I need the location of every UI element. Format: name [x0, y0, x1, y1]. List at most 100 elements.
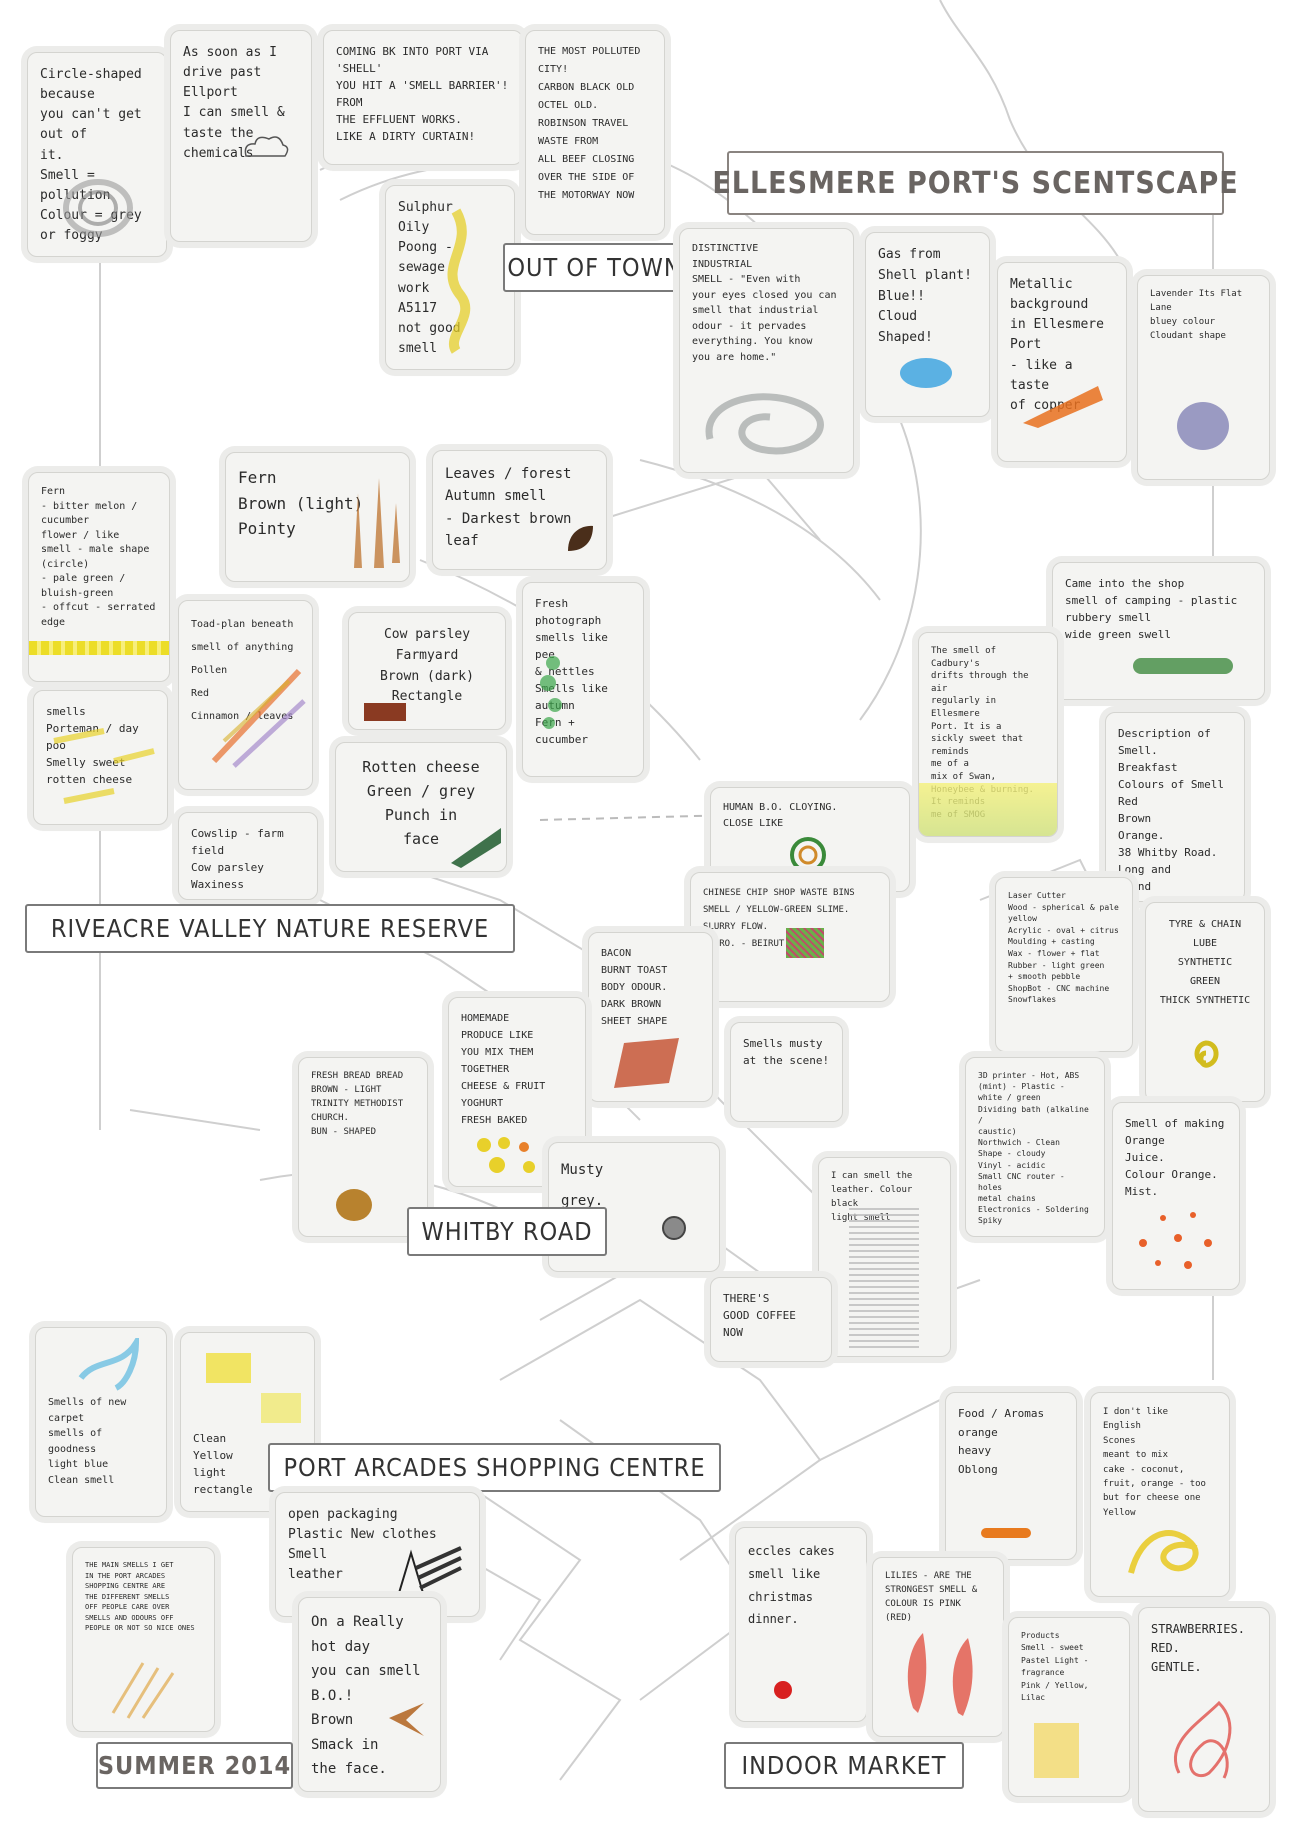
red-petals-swatch: [907, 1633, 973, 1716]
note-text: Sulphur Oily Poong - sewage work A5117 n…: [398, 200, 461, 356]
note-text: Food / Aromas orange heavy Oblong: [958, 1407, 1045, 1477]
note-text: Cowslip - farm field Cow parsley Waxines…: [191, 827, 284, 892]
note-card-scones: I don't like English Scones meant to mix…: [1090, 1392, 1230, 1597]
area-label-indoor-market: INDOOR MARKET: [724, 1742, 964, 1789]
note-card-tyre-chain: TYRE & CHAIN LUBE SYNTHETIC GREEN THICK …: [1145, 902, 1265, 1102]
brown-bun-swatch: [336, 1189, 372, 1221]
grey-swirl-sketch: [705, 393, 824, 455]
dark-green-streak-swatch: [451, 828, 501, 868]
multicolor-streaks-swatch: [211, 668, 306, 768]
note-card-smell-barrier: COMING BK INTO PORT VIA 'SHELL' YOU HIT …: [323, 30, 523, 165]
note-card-fern-cucumber: Fern - bitter melon / cucumber flower / …: [28, 472, 170, 682]
note-text: COMING BK INTO PORT VIA 'SHELL' YOU HIT …: [336, 45, 509, 144]
note-card-cow-parsley: Cow parsley Farmyard Brown (dark) Rectan…: [348, 612, 506, 730]
note-text: 3D printer - Hot, ABS (mint) - Plastic -…: [978, 1071, 1089, 1226]
note-card-clean-yellow: Clean Yellow light rectangle: [180, 1332, 315, 1512]
note-card-camping-plastic: Came into the shop smell of camping - pl…: [1052, 562, 1265, 700]
yellow-dots-swatch: [477, 1137, 535, 1173]
note-text: eccles cakes smell like christmas dinner…: [748, 1544, 835, 1627]
note-card-polluted-city: THE MOST POLLUTED CITY! CARBON BLACK OLD…: [525, 30, 665, 235]
note-text: As soon as I drive past Ellport I can sm…: [183, 45, 285, 161]
note-text: HOMEMADE PRODUCE LIKE YOU MIX THEM TOGET…: [461, 1013, 546, 1126]
note-text: Toad-plan beneath smell of anything Poll…: [191, 619, 294, 722]
note-card-products-sweet: Products Smell - sweet Pastel Light - fr…: [1008, 1617, 1130, 1797]
note-card-main-smells: THE MAIN SMELLS I GET IN THE PORT ARCADE…: [72, 1547, 215, 1732]
note-card-musty-scene: Smells musty at the scene!: [730, 1022, 843, 1122]
green-dots-swatch: [540, 656, 562, 729]
note-text: FRESH BREAD BREAD BROWN - LIGHT TRINITY …: [311, 1071, 404, 1137]
note-card-laser-cutter: Laser Cutter Wood - spherical & pale yel…: [995, 877, 1133, 1052]
note-card-bacon: BACON BURNT TOAST BODY ODOUR. DARK BROWN…: [588, 932, 713, 1102]
note-card-cadburys: The smell of Cadbury's drifts through th…: [918, 632, 1058, 837]
red-scribble-swatch: [1173, 1700, 1232, 1779]
note-text: Description of Smell. Breakfast Colours …: [1118, 727, 1224, 894]
note-text: Smells musty at the scene!: [743, 1037, 830, 1068]
note-card-fresh-photograph: Fresh photograph smells like pee & nettl…: [522, 582, 644, 777]
note-text: I don't like English Scones meant to mix…: [1103, 1407, 1206, 1518]
note-text: Smells of new carpet smells of goodness …: [48, 1397, 127, 1486]
yellow-green-swatch: [919, 783, 1057, 836]
note-text: Fern - bitter melon / cucumber flower / …: [41, 486, 156, 628]
page-title: ELLESMERE PORT'S SCENTSCAPE: [712, 151, 1238, 215]
note-card-lavender: Lavender Its Flat Lane bluey colour Clou…: [1137, 275, 1270, 480]
note-card-new-clothes: open packaging Plastic New clothes Smell…: [275, 1492, 480, 1617]
red-brown-swatch: [614, 1038, 679, 1088]
note-card-shell-gas: Gas from Shell plant! Blue!! Cloud Shape…: [865, 232, 990, 417]
note-card-cowslip: Cowslip - farm field Cow parsley Waxines…: [178, 812, 318, 900]
brown-rectangle-swatch: [364, 703, 406, 721]
note-text: Fresh photograph smells like pee & nettl…: [535, 597, 608, 747]
grey-hatch-swatch: [849, 1208, 919, 1348]
green-scribble-swatch: [790, 837, 826, 873]
note-card-lilies: LILIES - ARE THE STRONGEST SMELL & COLOU…: [872, 1557, 1004, 1737]
note-text: THERE'S GOOD COFFEE NOW: [723, 1292, 796, 1340]
yellow-crown-swatch-2: [261, 1393, 301, 1423]
brown-leaf-swatch: [568, 525, 593, 551]
yellow-crown-swatch: [206, 1353, 251, 1383]
green-grid-swatch: [786, 928, 824, 958]
note-text: CHINESE CHIP SHOP WASTE BINS SMELL / YEL…: [703, 888, 855, 950]
note-text: Clean Yellow light rectangle: [193, 1432, 253, 1497]
note-text: LILIES - ARE THE STRONGEST SMELL & COLOU…: [885, 1571, 978, 1623]
brown-chevron-swatch: [389, 1703, 424, 1736]
note-card-industrial-smell: DISTINCTIVE INDUSTRIAL SMELL - "Even wit…: [679, 228, 854, 473]
note-text: open packaging Plastic New clothes Smell…: [288, 1507, 437, 1583]
note-text: Fern Brown (light) Pointy: [238, 468, 364, 539]
grey-circle-swatch: [662, 1216, 686, 1240]
note-card-orange-juice: Smell of making Orange Juice. Colour Ora…: [1112, 1102, 1240, 1290]
note-text: DISTINCTIVE INDUSTRIAL SMELL - "Even wit…: [692, 243, 837, 363]
note-card-food-aromas: Food / Aromas orange heavy Oblong: [945, 1392, 1077, 1560]
note-card-strawberries: STRAWBERRIES. RED. GENTLE.: [1138, 1607, 1270, 1812]
note-card-3d-printer: 3D printer - Hot, ABS (mint) - Plastic -…: [965, 1057, 1105, 1237]
note-card-circle-pollution: Circle-shaped because you can't get out …: [27, 52, 167, 257]
note-text: Laser Cutter Wood - spherical & pale yel…: [1008, 891, 1119, 1005]
pastel-rays-swatch: [111, 1662, 175, 1719]
cloud-sketch: [244, 136, 289, 157]
note-text: STRAWBERRIES. RED. GENTLE.: [1151, 1622, 1245, 1675]
note-card-leaves-forest: Leaves / forest Autumn smell - Darkest b…: [432, 450, 607, 570]
yellow-spiral-swatch: [1194, 1040, 1219, 1068]
note-text: Leaves / forest Autumn smell - Darkest b…: [445, 466, 572, 550]
grey-scribble-sketch: [63, 179, 133, 237]
note-text: The smell of Cadbury's drifts through th…: [931, 646, 1034, 820]
note-card-taste-chemicals: As soon as I drive past Ellport I can sm…: [170, 30, 312, 242]
purple-scribble-swatch: [1177, 402, 1229, 450]
note-card-eccles-cakes: eccles cakes smell like christmas dinner…: [735, 1527, 867, 1722]
note-text: Gas from Shell plant! Blue!! Cloud Shape…: [878, 247, 972, 346]
note-card-fern-brown: Fern Brown (light) Pointy: [225, 452, 410, 582]
note-text: BACON BURNT TOAST BODY ODOUR. DARK BROWN…: [601, 948, 668, 1027]
note-text: Cow parsley Farmyard Brown (dark) Rectan…: [380, 627, 474, 705]
pastel-yellow-swatch: [1034, 1723, 1079, 1778]
yellow-flame-sketch: [447, 208, 471, 354]
note-card-pollen-cinnamon: Toad-plan beneath smell of anything Poll…: [178, 600, 313, 790]
yellow-edge-swatch: [29, 641, 169, 655]
green-band-swatch: [1133, 658, 1233, 674]
note-card-rotten-cheese-green: Rotten cheese Green / grey Punch in face: [335, 742, 507, 872]
blue-cloud-swatch: [900, 358, 952, 388]
orange-dots-swatch: [1139, 1212, 1212, 1269]
note-card-metallic: Metallic background in Ellesmere Port - …: [997, 262, 1127, 462]
area-label-riveacre: RIVEACRE VALLEY NATURE RESERVE: [25, 904, 515, 953]
note-card-fresh-bread: FRESH BREAD BREAD BROWN - LIGHT TRINITY …: [298, 1057, 428, 1237]
note-card-new-carpet: Smells of new carpet smells of goodness …: [35, 1327, 167, 1517]
note-text: On a Really hot day you can smell B.O.! …: [311, 1614, 421, 1777]
area-label-out-of-town: OUT OF TOWN: [503, 243, 686, 292]
